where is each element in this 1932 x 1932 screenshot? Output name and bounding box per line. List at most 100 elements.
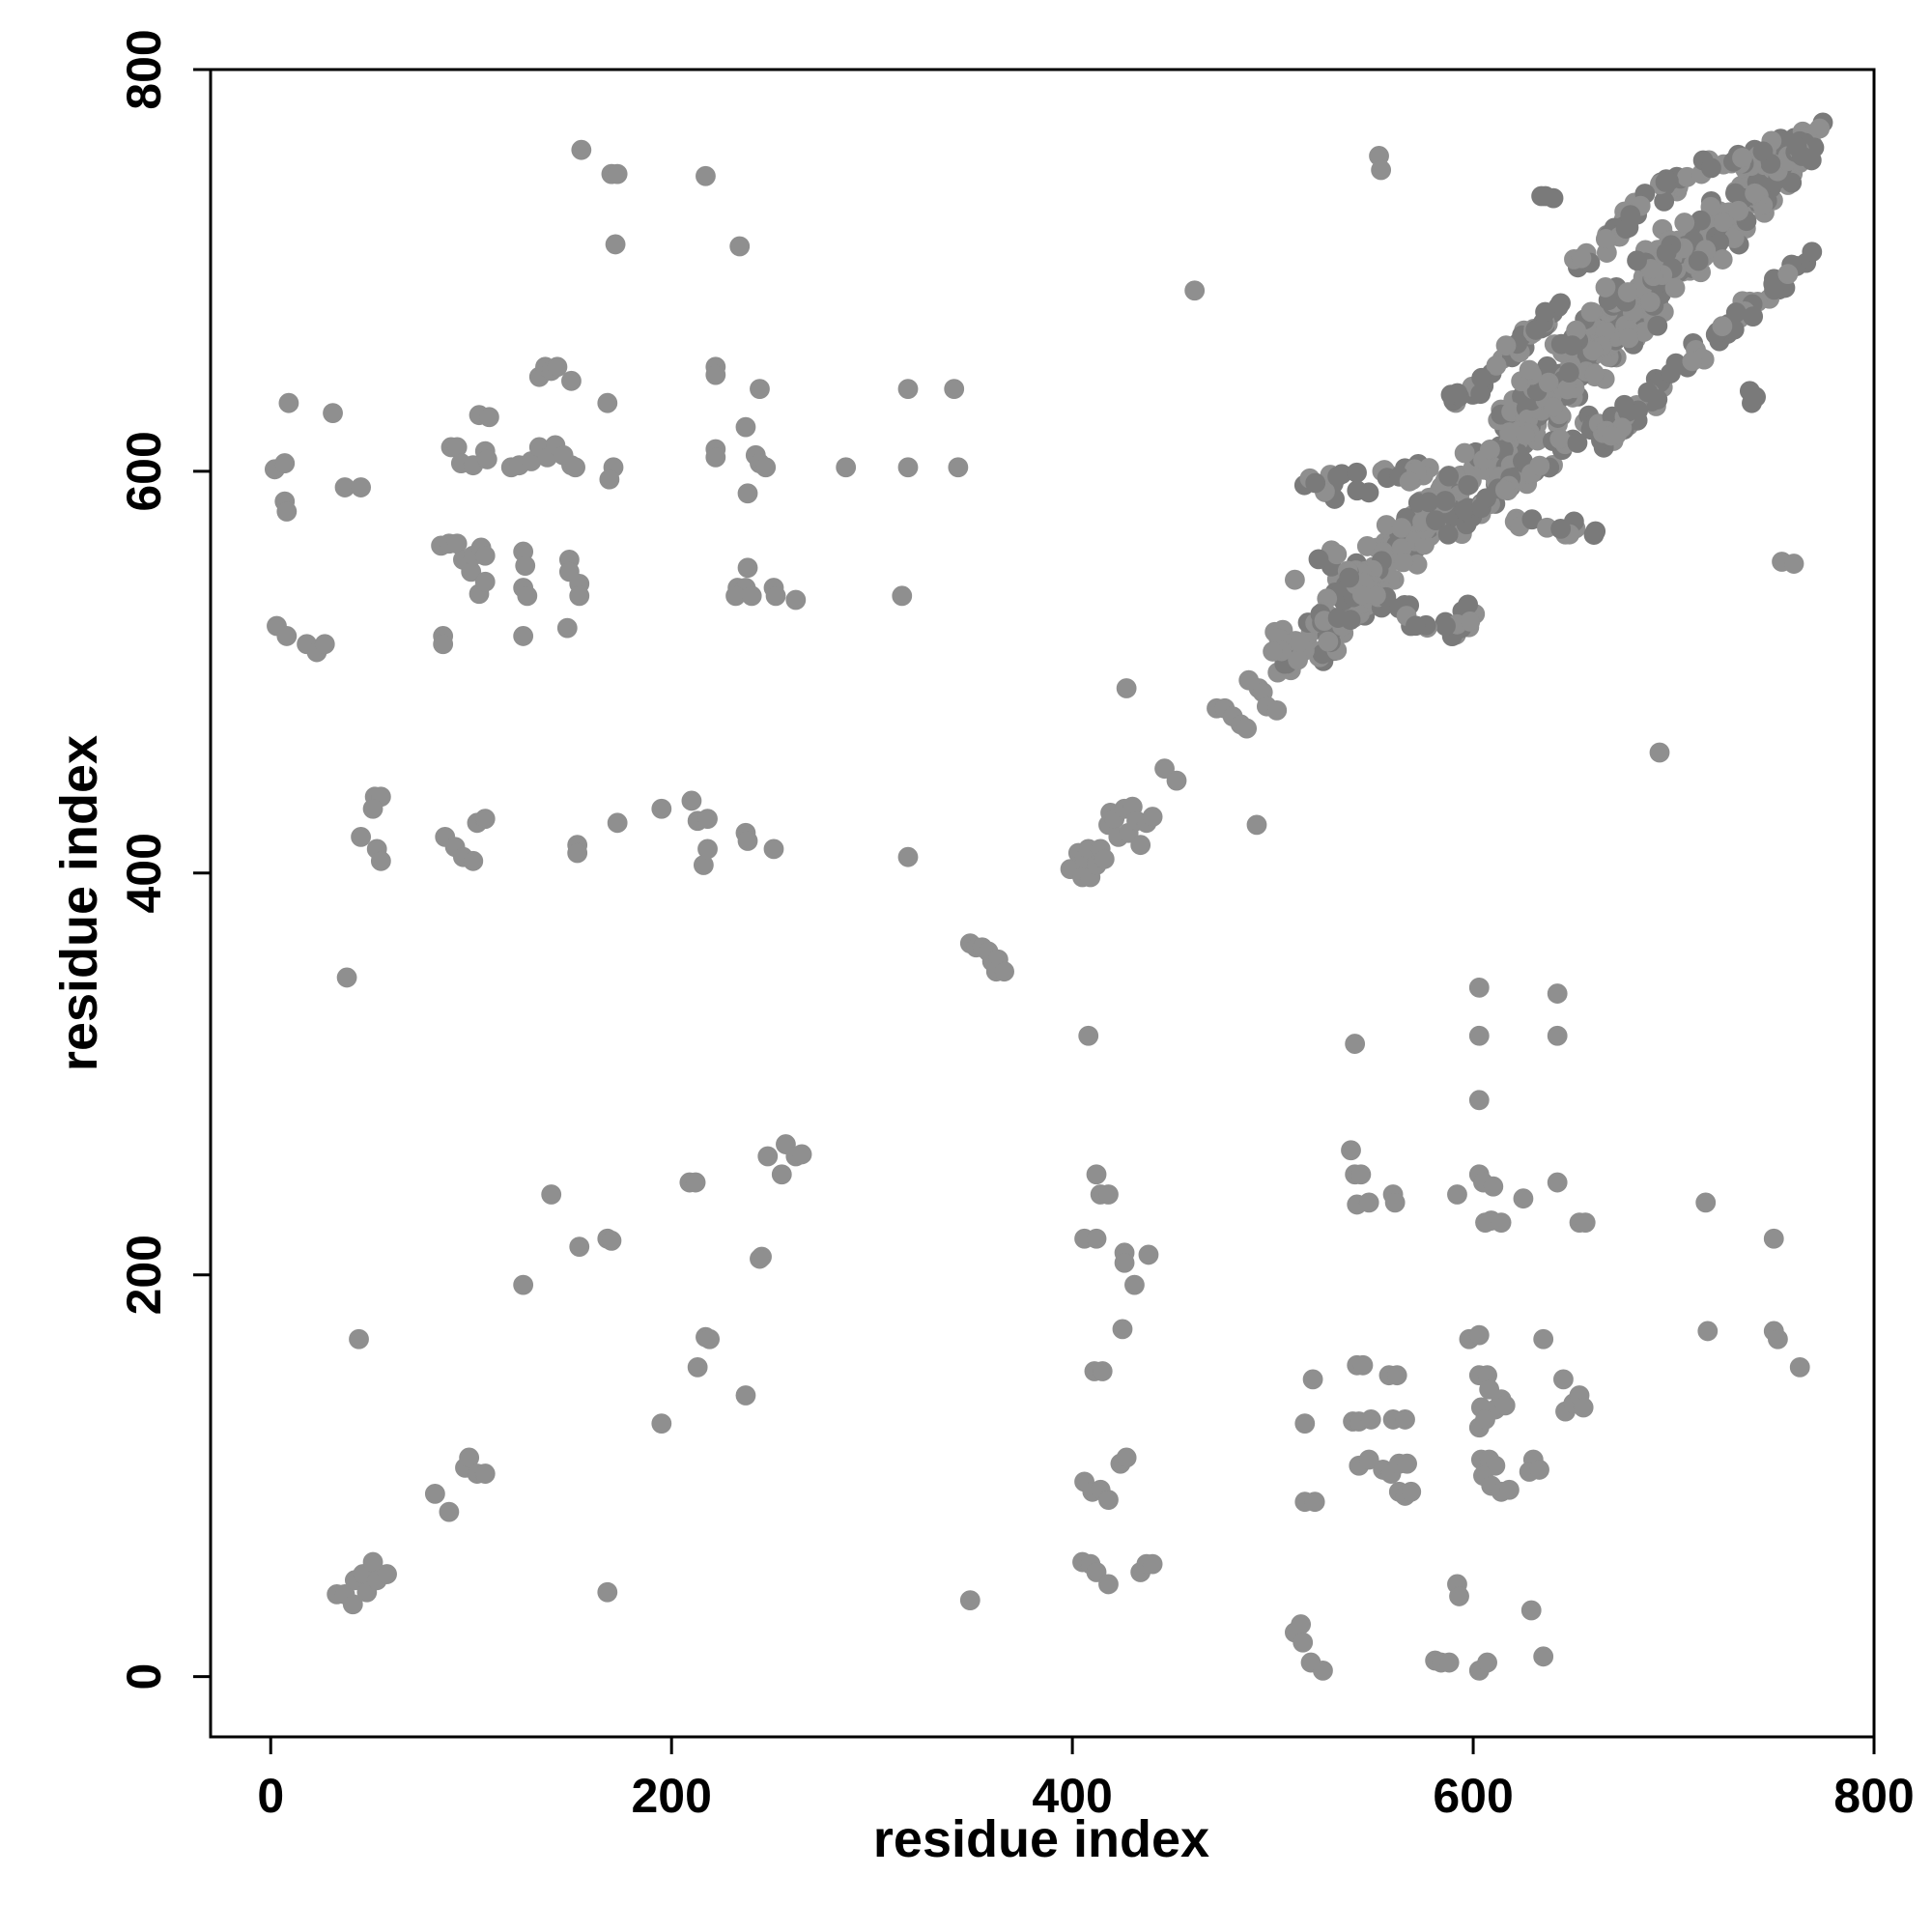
data-point [1781,172,1803,193]
data-point [763,838,784,860]
data-point [687,1356,708,1378]
data-point [750,379,770,400]
data-point [1535,301,1555,323]
data-point [737,483,758,504]
data-point [569,1236,590,1257]
data-point [1266,699,1288,721]
data-point [994,961,1014,982]
data-point [474,571,496,592]
data-point [1347,462,1367,483]
data-point [1660,363,1681,384]
data-point [1285,569,1305,590]
data-point [571,139,592,160]
data-point [697,838,718,860]
data-point [729,236,751,257]
data-point [1583,363,1605,384]
data-point [1777,264,1799,284]
data-point [1743,306,1764,327]
x-tick-label-200: 200 [631,1769,711,1823]
data-point [276,626,298,646]
x-axis-label: residue index [873,1810,1209,1868]
data-point [1494,479,1516,500]
data-point [1449,1586,1469,1606]
data-point [771,1164,792,1185]
data-point [1494,1395,1516,1416]
data-point [1725,183,1746,204]
data-point [1098,1184,1119,1205]
data-point [1728,200,1749,221]
data-point [463,850,484,871]
data-point [737,831,758,851]
data-point [785,589,807,611]
data-point [1437,524,1459,545]
data-point [1086,1164,1107,1185]
data-point [1399,470,1420,492]
data-point [705,364,726,385]
data-point [1327,466,1349,487]
data-point [1712,249,1733,270]
data-point [1580,301,1602,323]
data-point [1682,351,1703,372]
data-point [1304,1492,1325,1513]
data-point [478,407,499,428]
data-point [1116,678,1137,698]
data-point [1358,1449,1379,1470]
data-point [1289,632,1310,653]
data-point [1475,1409,1495,1430]
data-point [1293,1632,1314,1653]
data-point [1752,141,1774,162]
data-point [349,1328,369,1350]
data-point [1318,631,1339,652]
data-point [1601,425,1622,446]
data-point [1094,848,1115,869]
data-point [697,809,718,830]
data-point [1471,367,1492,388]
data-point [1595,229,1616,249]
data-point [1458,594,1478,615]
data-point [474,1463,496,1484]
data-point [1347,480,1368,501]
data-point [547,356,568,378]
data-point [750,1248,770,1269]
data-point [699,1328,720,1350]
data-point [959,1590,980,1610]
data-point [765,585,786,607]
data-point [565,457,585,478]
data-point [1674,213,1695,233]
data-point [1520,1600,1542,1621]
data-point [1649,742,1670,763]
data-point [278,392,299,413]
data-point [1656,242,1677,264]
data-point [323,403,343,423]
data-point [314,634,335,655]
data-point [342,1594,363,1615]
data-point [1499,1479,1520,1500]
data-point [605,234,626,255]
data-point [1435,615,1456,637]
data-point [1454,442,1475,464]
data-point [1617,282,1638,302]
data-point [597,392,618,413]
x-tick-label-800: 800 [1833,1769,1914,1823]
data-point [1802,242,1823,263]
data-point [1547,1025,1568,1046]
data-point [948,457,969,478]
data-point [1142,807,1163,827]
data-point [1308,549,1329,570]
data-point [567,842,588,864]
data-point [1529,455,1550,476]
data-point [1458,474,1479,496]
x-axis: 0 200 400 600 800 [257,1737,1915,1823]
data-point [1543,187,1564,209]
data-point [1401,1481,1422,1502]
data-point [1486,355,1507,376]
data-point [276,501,298,522]
data-point [1789,1356,1810,1378]
data-point [1124,1274,1145,1295]
data-point [1701,157,1721,179]
scatter-points [264,112,1833,1681]
data-point [597,1581,618,1603]
data-point [541,1184,562,1205]
data-point [1384,1192,1406,1213]
data-point [1688,250,1709,271]
